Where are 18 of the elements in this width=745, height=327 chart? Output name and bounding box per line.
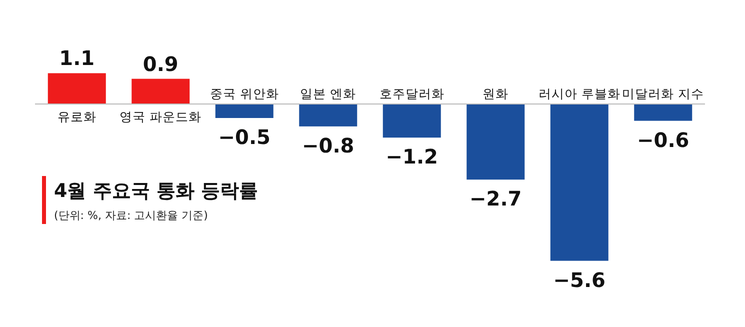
text: (단위: %, 자료: 고시환율 기준) [54, 209, 208, 222]
data-label: −1.2 [386, 144, 438, 169]
x-tick-label: 일본 엔화 [300, 86, 356, 101]
x-tick-label: 영국 파운드화 [120, 109, 202, 124]
x-tick-label: 유로화 [57, 109, 96, 124]
data-label: −0.8 [302, 133, 354, 158]
x-tick-label: 러시아 루블화 [538, 86, 620, 101]
data-label: −5.6 [553, 268, 606, 292]
text: 4월 주요국 통화 등락률 [54, 180, 258, 202]
data-label: 1.1 [59, 46, 95, 70]
x-tick-label: 호주달러화 [379, 86, 444, 101]
data-label: −0.6 [637, 128, 690, 152]
data-label: −2.7 [470, 186, 522, 211]
data-label: −0.5 [218, 125, 270, 149]
x-tick-label: 미달러화 지수 [622, 86, 704, 101]
data-label: 0.9 [142, 52, 178, 76]
x-tick-label: 중국 위안화 [210, 86, 279, 101]
x-tick-label: 원화 [482, 86, 509, 101]
